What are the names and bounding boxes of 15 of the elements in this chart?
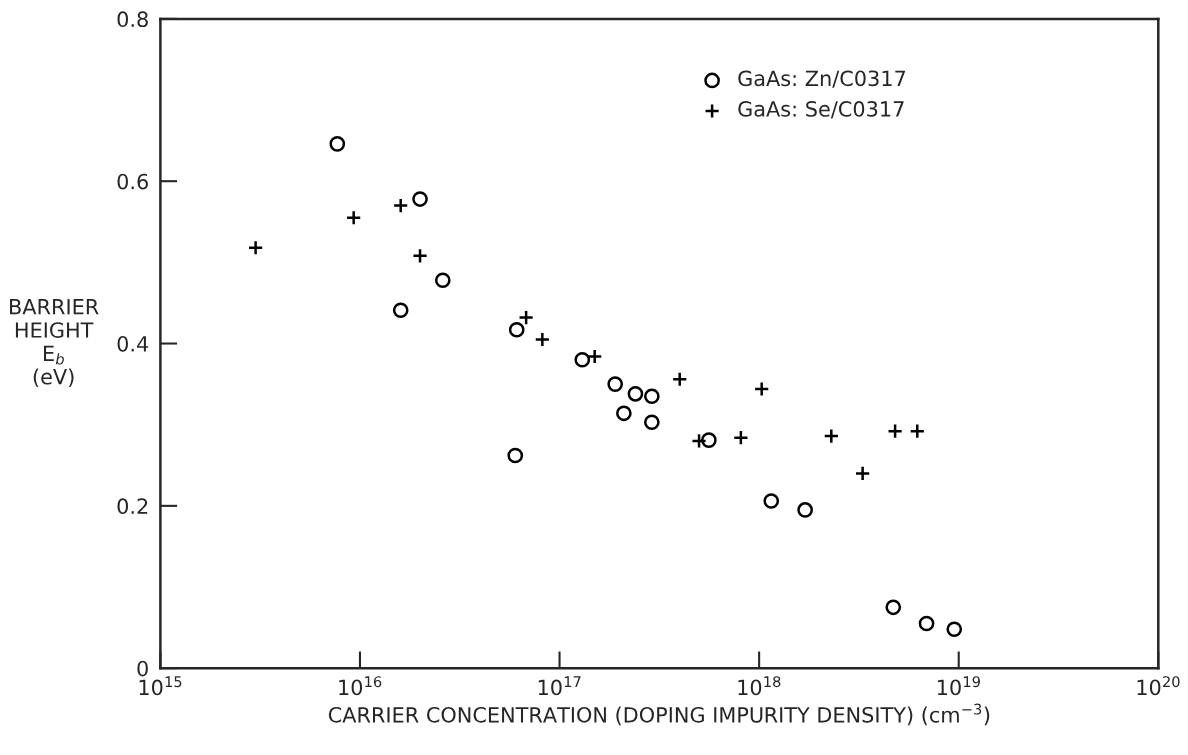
y-tick-label: 0.2 xyxy=(117,498,148,515)
x-tick-label: 10$^{15}$ xyxy=(139,676,182,696)
x-tick-label: 10$^{18}$ xyxy=(738,676,781,696)
y-tick-label: 0.6 xyxy=(117,173,148,190)
x-axis-title: CARRIER CONCENTRATION (DOPING IMPURITY DENSITY) (cm$^{−3}$) xyxy=(328,703,990,726)
x-tick-label: 10$^{16}$ xyxy=(339,676,382,696)
x-tick-label: 10$^{19}$ xyxy=(937,676,980,696)
x-tick-label: 10$^{17}$ xyxy=(538,676,581,696)
y-tick-label: 0.4 xyxy=(117,335,149,352)
y-tick-label: 0 xyxy=(137,660,148,677)
legend-label: GaAs: Zn/C0317 xyxy=(738,70,906,88)
legend-label: GaAs: Se/C0317 xyxy=(738,101,904,119)
y-tick-label: 0.8 xyxy=(117,11,148,28)
y-axis-title: BARRIER HEIGHT E$_{b}$ (eV) xyxy=(10,299,99,388)
x-tick-label: 10$^{20}$ xyxy=(1137,676,1180,696)
